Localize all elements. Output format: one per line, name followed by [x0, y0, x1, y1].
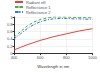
svg-text:400: 400	[11, 55, 18, 60]
svg-text:Reflectance 1: Reflectance 1	[26, 4, 51, 10]
svg-text:0: 0	[10, 51, 13, 57]
svg-text:0.8: 0.8	[7, 22, 13, 27]
svg-text:600: 600	[37, 55, 44, 60]
svg-text:0.2: 0.2	[7, 44, 13, 49]
svg-text:0.6: 0.6	[7, 29, 13, 34]
svg-text:Reflectance 2: Reflectance 2	[26, 10, 51, 15]
svg-text:Wavelength in nm: Wavelength in nm	[37, 64, 70, 69]
svg-text:800: 800	[63, 55, 70, 60]
svg-text:0.4: 0.4	[7, 36, 13, 41]
svg-text:1: 1	[10, 15, 13, 20]
svg-text:1000: 1000	[88, 55, 98, 60]
